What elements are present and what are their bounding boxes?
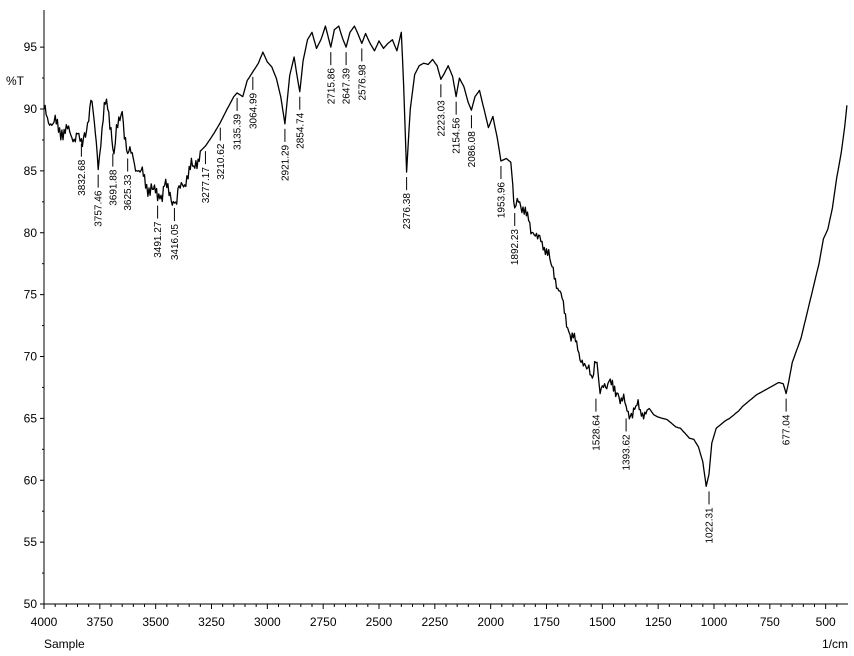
y-tick-label: 55 [24,535,38,549]
y-tick-label: 80 [24,226,38,240]
peak-label: 2154.56 [452,117,463,154]
peak-label: 2376.38 [402,193,413,230]
peak-label: 3277.17 [201,167,212,204]
x-tick-label: 3500 [142,615,169,629]
x-tick-label: 1000 [701,615,728,629]
x-tick-label: 1250 [645,615,672,629]
x-tick-label: 2000 [477,615,504,629]
peak-label: 2921.29 [280,144,291,181]
y-axis-ticks: 50 55 60 65 70 75 80 85 90 95 [24,40,44,611]
peak-label: 3210.62 [216,143,227,180]
x-tick-label: 2500 [366,615,393,629]
peak-label: 3491.27 [153,221,164,258]
peak-label: 2715.86 [326,68,337,105]
peak-label: 3691.88 [108,169,119,206]
x-axis-unit-label: 1/cm [822,637,848,651]
y-tick-label: 65 [24,411,38,425]
peak-label: 1393.62 [622,434,633,471]
x-tick-label: 500 [816,615,836,629]
peak-label: 2086.08 [467,131,478,168]
spectrum-series-line [43,25,848,488]
x-tick-label: 2250 [421,615,448,629]
peak-label: 3625.33 [123,174,134,211]
y-tick-label: 50 [24,597,38,611]
x-tick-label: 3250 [198,615,225,629]
y-tick-label: 60 [24,473,38,487]
x-axis-ticks: 4000 3750 3500 3250 3000 2750 2500 2250 2000 1750… [31,604,838,629]
peak-label: 3416.05 [170,224,181,261]
sample-label: Sample [44,637,85,651]
peak-label: 1953.96 [496,182,507,219]
x-tick-label: 2750 [310,615,337,629]
peak-label: 2647.39 [342,68,353,105]
peak-label: 1022.31 [705,507,716,544]
peak-label: 1528.64 [591,414,602,451]
x-tick-label: 1500 [589,615,616,629]
peak-label: 2854.74 [295,112,306,149]
y-axis-label: %T [6,74,25,88]
x-tick-label: 3000 [254,615,281,629]
peak-label: 3757.46 [94,190,105,227]
peak-label: 3135.39 [233,113,244,150]
x-tick-label: 750 [760,615,780,629]
peak-label: 1892.23 [510,229,521,266]
x-tick-label: 4000 [31,615,58,629]
y-tick-label: 75 [24,288,38,302]
y-tick-label: 90 [24,102,38,116]
x-tick-label: 1750 [533,615,560,629]
y-tick-label: 70 [24,350,38,364]
x-tick-label: 3750 [86,615,113,629]
peak-label: 3064.99 [248,92,259,129]
peak-label: 677.04 [782,414,793,445]
peak-label: 2576.98 [357,64,368,101]
y-tick-label: 95 [24,40,38,54]
peak-label: 2223.03 [436,100,447,137]
y-tick-label: 85 [24,164,38,178]
peak-label: 3832.68 [77,159,88,196]
